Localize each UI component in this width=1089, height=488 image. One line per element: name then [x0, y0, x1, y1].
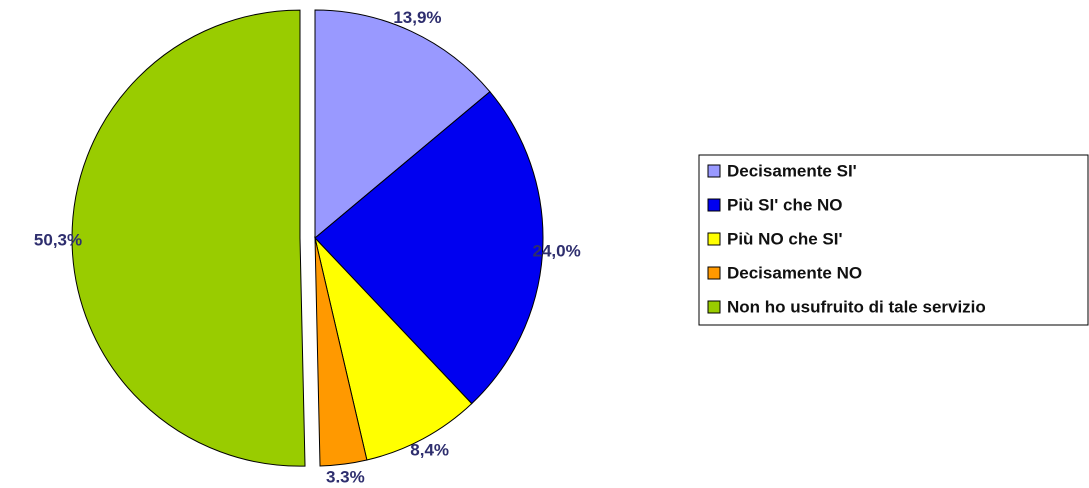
pie-slice — [314, 237, 368, 467]
legend-label: Non ho usufruito di tale servizio — [727, 297, 986, 316]
legend-swatch — [707, 266, 721, 280]
legend-label: Decisamente NO — [727, 263, 862, 282]
legend-swatch — [707, 198, 721, 212]
legend-swatch — [707, 232, 721, 246]
data-label: 50,3% — [34, 230, 82, 249]
pie-slice — [314, 9, 491, 240]
legend-label: Più SI' che NO — [727, 195, 843, 214]
data-label: 8,4% — [410, 441, 449, 460]
pie-slice — [314, 91, 544, 405]
legend-label: Decisamente SI' — [727, 161, 857, 180]
pie-slice — [71, 9, 306, 467]
legend-label: Più NO che SI' — [727, 229, 843, 248]
data-label: 24,0% — [532, 242, 580, 261]
legend-swatch — [707, 164, 721, 178]
legend-swatch — [707, 300, 721, 314]
data-label: 3.3% — [326, 468, 365, 487]
legend-box — [698, 154, 1089, 326]
data-label: 13,9% — [393, 8, 441, 27]
